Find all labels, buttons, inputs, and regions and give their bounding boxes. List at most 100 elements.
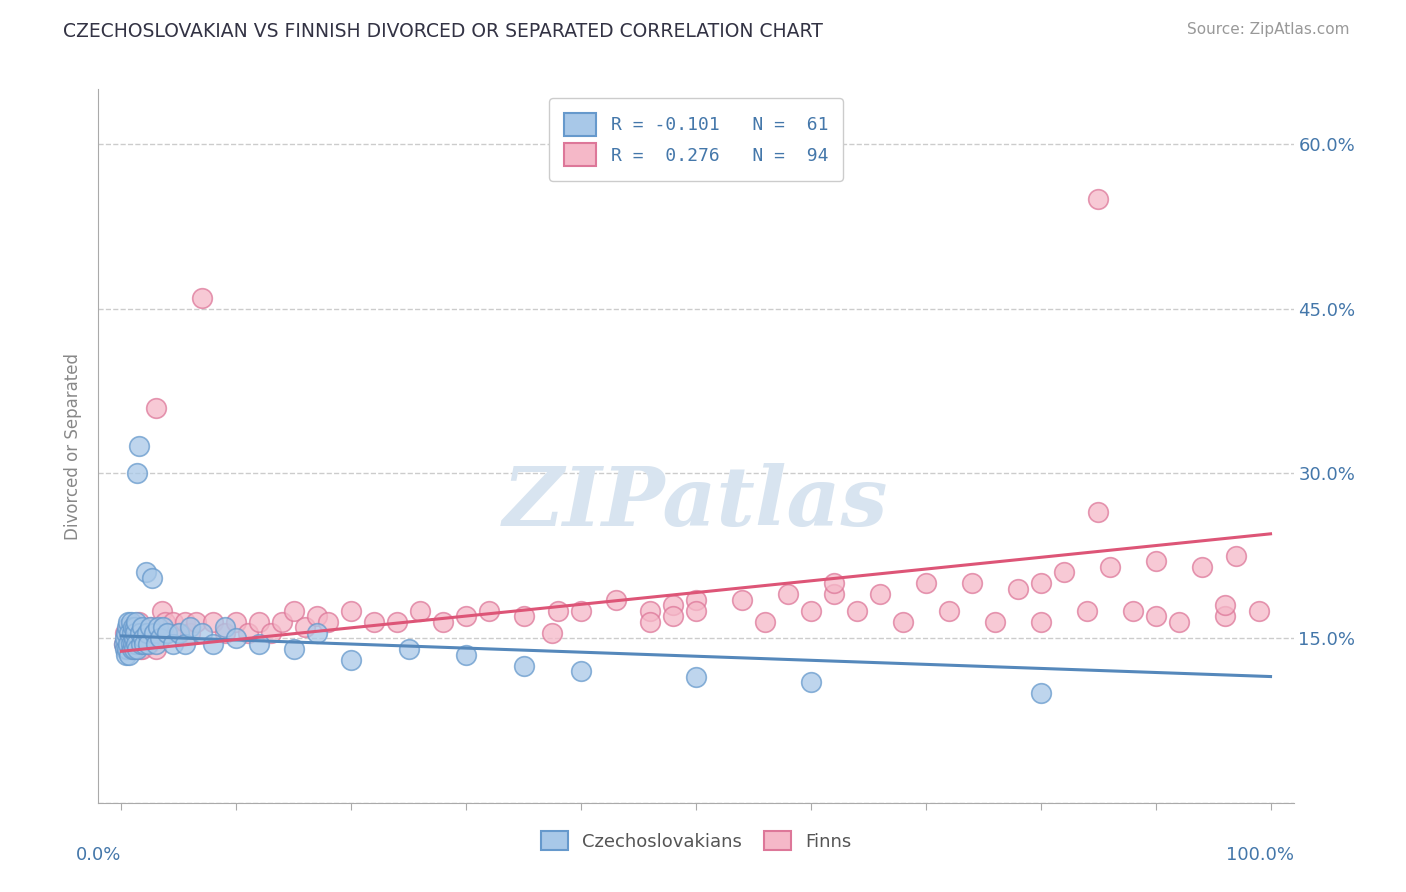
Point	[823, 587, 845, 601]
Point	[214, 625, 236, 640]
Text: ZIPatlas: ZIPatlas	[503, 463, 889, 543]
Point	[1122, 604, 1144, 618]
Point	[363, 615, 385, 629]
Point	[225, 615, 247, 629]
Point	[128, 625, 150, 640]
Point	[283, 642, 305, 657]
Point	[214, 620, 236, 634]
Point	[112, 637, 135, 651]
Point	[114, 625, 136, 640]
Point	[117, 615, 139, 629]
Point	[685, 604, 707, 618]
Point	[1213, 598, 1236, 612]
Point	[167, 625, 190, 640]
Point	[145, 637, 167, 651]
Point	[605, 592, 627, 607]
Point	[149, 631, 172, 645]
Point	[145, 401, 167, 415]
Point	[114, 631, 136, 645]
Point	[135, 566, 157, 580]
Point	[148, 620, 170, 634]
Point	[135, 625, 157, 640]
Point	[121, 642, 143, 657]
Point	[114, 642, 136, 657]
Point	[131, 642, 153, 657]
Point	[125, 625, 148, 640]
Point	[869, 587, 891, 601]
Point	[115, 620, 138, 634]
Point	[156, 625, 179, 640]
Point	[409, 604, 432, 618]
Point	[247, 615, 270, 629]
Point	[547, 604, 569, 618]
Point	[1167, 615, 1189, 629]
Point	[120, 642, 142, 657]
Point	[134, 637, 156, 651]
Point	[167, 625, 190, 640]
Point	[638, 615, 661, 629]
Point	[398, 642, 420, 657]
Point	[148, 625, 170, 640]
Point	[162, 637, 184, 651]
Legend: Czechoslovakians, Finns: Czechoslovakians, Finns	[533, 824, 859, 858]
Point	[127, 467, 149, 481]
Point	[754, 615, 776, 629]
Point	[432, 615, 454, 629]
Point	[127, 642, 149, 657]
Point	[153, 615, 176, 629]
Point	[117, 637, 139, 651]
Point	[1225, 549, 1247, 563]
Point	[662, 609, 685, 624]
Point	[271, 615, 294, 629]
Point	[122, 637, 145, 651]
Point	[142, 625, 165, 640]
Text: 100.0%: 100.0%	[1226, 846, 1294, 863]
Point	[340, 653, 363, 667]
Point	[124, 625, 146, 640]
Point	[1029, 686, 1052, 700]
Point	[662, 598, 685, 612]
Point	[340, 604, 363, 618]
Point	[121, 625, 143, 640]
Point	[115, 625, 138, 640]
Point	[120, 637, 142, 651]
Point	[456, 648, 478, 662]
Point	[179, 620, 201, 634]
Point	[845, 604, 868, 618]
Point	[1007, 582, 1029, 596]
Point	[124, 620, 146, 634]
Point	[800, 675, 823, 690]
Point	[112, 637, 135, 651]
Point	[294, 620, 316, 634]
Point	[385, 615, 409, 629]
Point	[115, 642, 138, 657]
Point	[1144, 609, 1167, 624]
Point	[1144, 554, 1167, 568]
Point	[1029, 615, 1052, 629]
Point	[139, 620, 162, 634]
Point	[1053, 566, 1076, 580]
Point	[202, 637, 225, 651]
Point	[1087, 505, 1109, 519]
Point	[128, 615, 150, 629]
Point	[316, 615, 339, 629]
Point	[121, 625, 143, 640]
Point	[173, 615, 195, 629]
Point	[731, 592, 754, 607]
Point	[569, 604, 592, 618]
Point	[638, 604, 661, 618]
Point	[124, 642, 146, 657]
Point	[776, 587, 799, 601]
Point	[184, 615, 207, 629]
Point	[1247, 604, 1270, 618]
Point	[141, 620, 163, 634]
Point	[162, 615, 184, 629]
Point	[1029, 576, 1052, 591]
Point	[1076, 604, 1098, 618]
Point	[1213, 609, 1236, 624]
Point	[122, 637, 145, 651]
Point	[128, 439, 150, 453]
Point	[960, 576, 983, 591]
Point	[122, 620, 145, 634]
Point	[117, 637, 139, 651]
